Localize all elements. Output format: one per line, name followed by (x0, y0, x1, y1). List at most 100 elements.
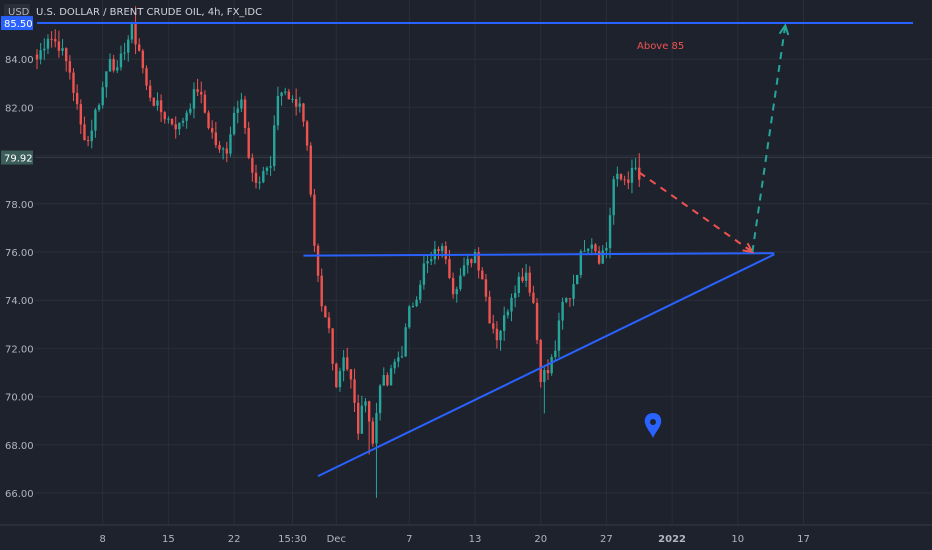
candle-down (535, 302, 539, 340)
candle-up (415, 299, 418, 307)
candle-up (240, 99, 243, 109)
drawing-layer[interactable] (37, 22, 913, 478)
candle-up (284, 91, 287, 93)
candle-up (156, 100, 159, 106)
candle-down (170, 118, 174, 125)
candle-down (243, 99, 247, 128)
candle-down (112, 59, 115, 71)
candle-up (601, 250, 604, 264)
candle-down (138, 44, 141, 51)
candle-up (605, 248, 608, 251)
candle-down (448, 259, 451, 278)
candle-down (357, 402, 360, 434)
candle-down (65, 48, 68, 62)
candle-up (634, 167, 637, 169)
candle-down (638, 167, 641, 180)
candle-up (181, 120, 185, 123)
candle-up (338, 370, 342, 388)
x-tick-label: 22 (228, 534, 241, 545)
price-axis[interactable]: 66.00 68.00 70.00 72.00 74.00 76.00 78.00 82.00… (5, 55, 34, 500)
svg-text:85.50: 85.50 (4, 19, 33, 30)
x-tick-label: 13 (469, 534, 482, 545)
candle-up (422, 263, 426, 285)
candle-down (79, 104, 82, 125)
candle-up (178, 122, 181, 130)
candle-up (583, 250, 586, 252)
candle-up (276, 96, 280, 126)
candle-up (411, 306, 415, 308)
candle-up (561, 301, 564, 321)
y-tick-label: 72.00 (5, 344, 34, 355)
candle-up (46, 38, 50, 49)
candle-down (353, 379, 356, 403)
candle-up (572, 284, 575, 299)
candle-down (470, 259, 473, 264)
y-tick-label: 68.00 (5, 441, 34, 452)
candle-up (419, 284, 422, 300)
currency-badge[interactable] (4, 4, 30, 19)
candle-up (466, 259, 469, 266)
candle-up (39, 50, 42, 60)
time-axis[interactable]: 8 15 22 15:30 Dec 7 13 20 27 2022 10 17 (0, 524, 932, 545)
bearish-projection-line[interactable] (638, 171, 753, 253)
bullish-projection-arrowhead (778, 23, 790, 36)
candle-up (116, 67, 119, 71)
candle-down (331, 328, 334, 364)
last-price-tag: 79.92 (1, 150, 33, 165)
candle-down (159, 100, 163, 113)
y-tick-label: 74.00 (5, 296, 34, 307)
projection-layer[interactable] (638, 23, 790, 254)
candle-up (430, 259, 433, 262)
candle-up (269, 166, 272, 168)
candle-down (152, 97, 155, 106)
candle-down (218, 144, 221, 150)
candle-down (444, 246, 447, 260)
candle-down (488, 296, 491, 324)
candle-up (280, 92, 283, 97)
candle-up (97, 105, 101, 110)
y-tick-label: 78.00 (5, 200, 34, 211)
candle-down (134, 23, 137, 45)
candle-down (619, 173, 623, 180)
candle-up (229, 134, 232, 154)
candle-down (214, 132, 218, 145)
candle-down (86, 140, 90, 142)
trendline-horizontal-resistance[interactable] (303, 252, 775, 257)
candle-up (342, 357, 345, 371)
candle-up (557, 320, 561, 351)
candle-up (440, 246, 444, 252)
candle-down (211, 128, 214, 133)
symbol-legend: U.S. DOLLAR / BRENT CRUDE OIL, 4h, FX_ID… (36, 7, 262, 18)
candle-down (623, 179, 626, 181)
candle-up (630, 167, 634, 183)
candle-up (473, 252, 477, 264)
y-tick-label: 84.00 (5, 55, 34, 66)
candle-down (484, 279, 488, 297)
candle-up (608, 215, 612, 249)
candle-down (327, 317, 331, 329)
candle-up (543, 369, 546, 383)
candle-up (378, 385, 382, 414)
candle-down (174, 124, 177, 130)
candle-down (163, 112, 166, 120)
x-tick-label: 8 (100, 534, 106, 545)
x-tick-label: 27 (600, 534, 613, 545)
candle-down (313, 194, 316, 246)
candle-down (528, 272, 531, 293)
y-tick-label: 70.00 (5, 393, 34, 404)
location-pin-icon[interactable] (644, 413, 662, 438)
candle-up (503, 315, 506, 331)
candle-down (346, 357, 349, 370)
candle-up (397, 357, 400, 362)
candle-down (254, 172, 258, 183)
candle-up (586, 248, 590, 251)
candle-down (597, 251, 601, 264)
candle-up (265, 167, 269, 171)
candle-down (287, 91, 291, 100)
candle-down (35, 54, 39, 60)
candle-up (108, 59, 112, 72)
candle-down (207, 112, 210, 129)
trendline-rising-support[interactable] (317, 253, 775, 478)
